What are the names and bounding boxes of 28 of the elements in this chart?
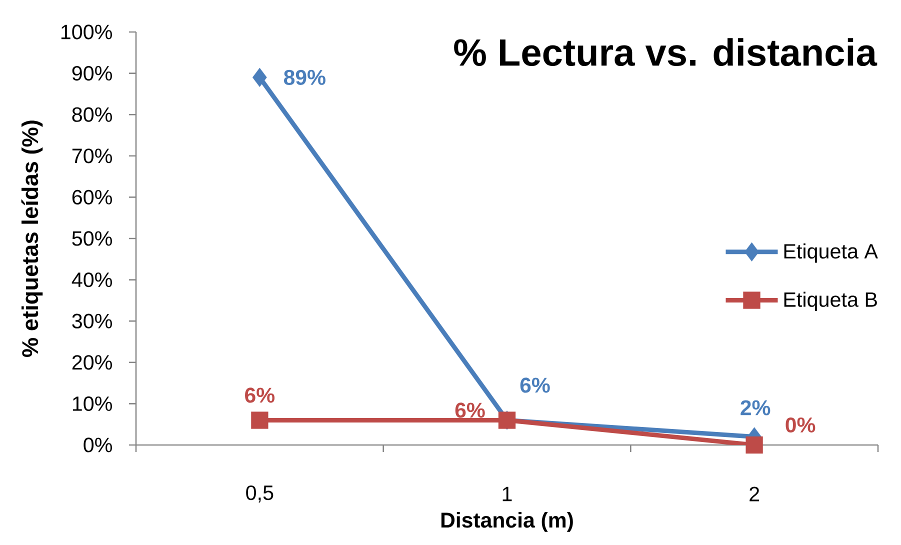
x-tick-label: 2: [750, 486, 760, 502]
data-label: 2%: [740, 400, 770, 416]
point: [746, 436, 763, 454]
y-tick-label: 100%: [61, 24, 112, 40]
x-tick-label: 1: [502, 486, 512, 502]
y-tick-label: 10%: [72, 396, 112, 412]
chart-title: % Lectura vs. distancia: [454, 38, 878, 66]
data-label: 0%: [786, 417, 816, 433]
y-tick-label: 0%: [84, 438, 112, 452]
y-tick-label: 20%: [72, 355, 112, 370]
point: [251, 412, 268, 429]
x-tick-label: 0,5: [246, 485, 274, 503]
y-axis-title: % etiquetas leídas (%): [21, 120, 43, 357]
data-label: 6%: [520, 378, 550, 393]
legend-label: Etiqueta A: [784, 243, 878, 263]
y-tick-label: 60%: [72, 190, 112, 205]
y-tick-label: 70%: [72, 148, 112, 164]
point: [252, 68, 267, 87]
data-label: 6%: [245, 388, 275, 403]
y-tick-label: 30%: [72, 314, 112, 328]
x-axis-title: Distancia (m): [441, 512, 573, 532]
y-tick-label: 50%: [72, 231, 112, 246]
y-tick-label: 90%: [72, 66, 112, 81]
y-tick-label: 80%: [72, 107, 112, 122]
legend-label: Etiqueta B: [784, 292, 877, 311]
data-label: 6%: [455, 402, 485, 418]
y-tick-label: 40%: [72, 272, 112, 288]
data-label: 89%: [284, 70, 326, 85]
